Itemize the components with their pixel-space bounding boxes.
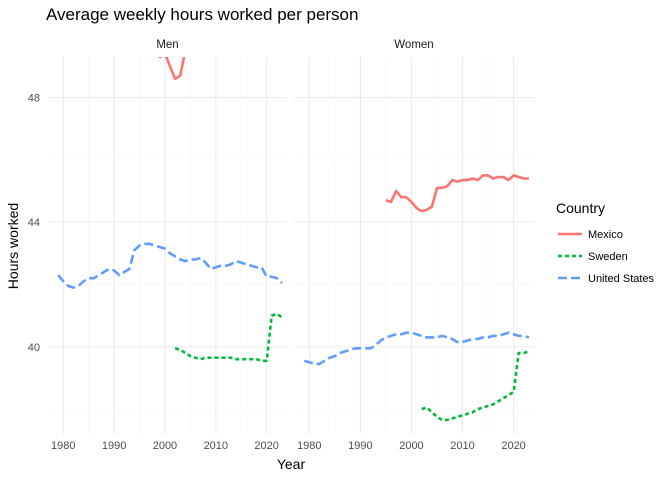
y-tick-label: 44 <box>28 217 40 229</box>
y-tick-label: 40 <box>28 342 40 354</box>
x-axis-title: Year <box>277 456 306 472</box>
series-line-sweden-women <box>421 350 530 422</box>
y-axis-title: Hours worked <box>5 203 21 289</box>
x-tick-label: 1990 <box>102 440 126 452</box>
x-tick-label: 1980 <box>297 440 321 452</box>
x-tick-label: 2020 <box>501 440 525 452</box>
x-tick-label: 1990 <box>348 440 372 452</box>
series-line-united-states-women <box>303 331 530 366</box>
y-tick-label: 48 <box>28 93 40 105</box>
legend-label-mexico: Mexico <box>588 229 623 241</box>
facet-strip-label-men: Men <box>156 39 178 51</box>
facet-panel-women: Women <box>294 39 534 434</box>
legend-label-sweden: Sweden <box>588 251 628 263</box>
x-tick-label: 2010 <box>450 440 474 452</box>
series-line-mexico-women <box>385 174 529 213</box>
chart-title: Average weekly hours worked per person <box>46 5 358 24</box>
x-tick-label: 2020 <box>254 440 278 452</box>
series-line-united-states-men <box>57 242 283 289</box>
x-tick-label: 2010 <box>204 440 228 452</box>
facet-panel-men: Men <box>48 39 287 434</box>
x-tick-label: 1980 <box>51 440 75 452</box>
legend-title: Country <box>556 200 605 216</box>
x-tick-label: 2000 <box>399 440 423 452</box>
legend: Country Mexico Sweden United States <box>556 200 655 285</box>
series-line-sweden-men <box>174 312 283 363</box>
y-axis: 40 44 48 <box>28 93 40 354</box>
legend-label-united-states: United States <box>588 273 655 285</box>
facet-strip-label-women: Women <box>394 39 433 51</box>
x-axis: 1980 1990 2000 2010 2020 1980 1990 2000 2010 2020 <box>51 440 526 452</box>
x-tick-label: 2000 <box>153 440 177 452</box>
